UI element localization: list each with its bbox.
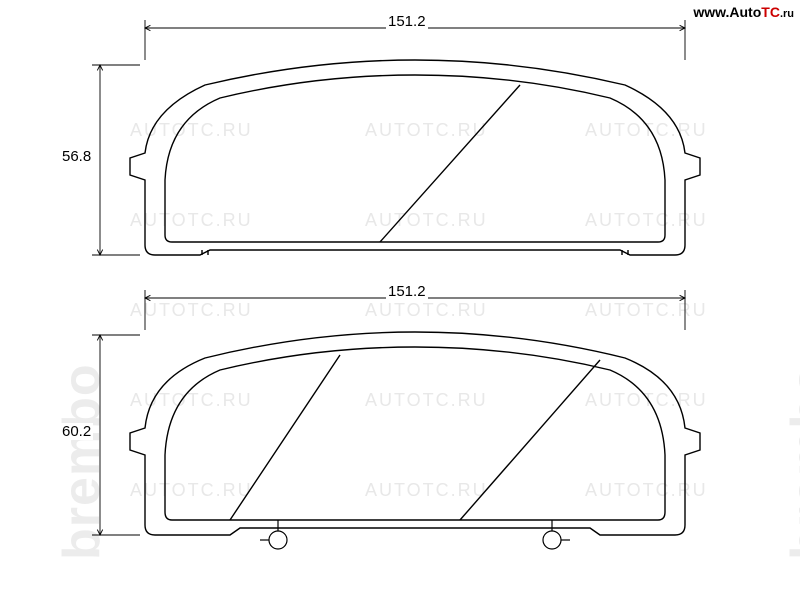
top-brake-pad — [130, 60, 700, 255]
badge-tc: TC — [761, 4, 780, 20]
bottom-brake-pad — [130, 332, 700, 549]
dim-top-width: 151.2 — [386, 13, 428, 30]
dim-bot-height: 60.2 — [60, 423, 93, 440]
dimension-lines — [92, 20, 685, 535]
dim-top-height: 56.8 — [60, 148, 93, 165]
badge-www: www. — [693, 4, 729, 20]
badge-auto: Auto — [729, 4, 761, 20]
drawing-canvas: brembo brembo AUTOTC.RUAUTOTC.RUAUTOTC.R… — [0, 0, 800, 600]
dim-bot-width: 151.2 — [386, 283, 428, 300]
technical-svg — [0, 0, 800, 600]
source-url-badge: www.AutoTC.ru — [693, 4, 794, 20]
badge-ru: .ru — [780, 8, 794, 20]
